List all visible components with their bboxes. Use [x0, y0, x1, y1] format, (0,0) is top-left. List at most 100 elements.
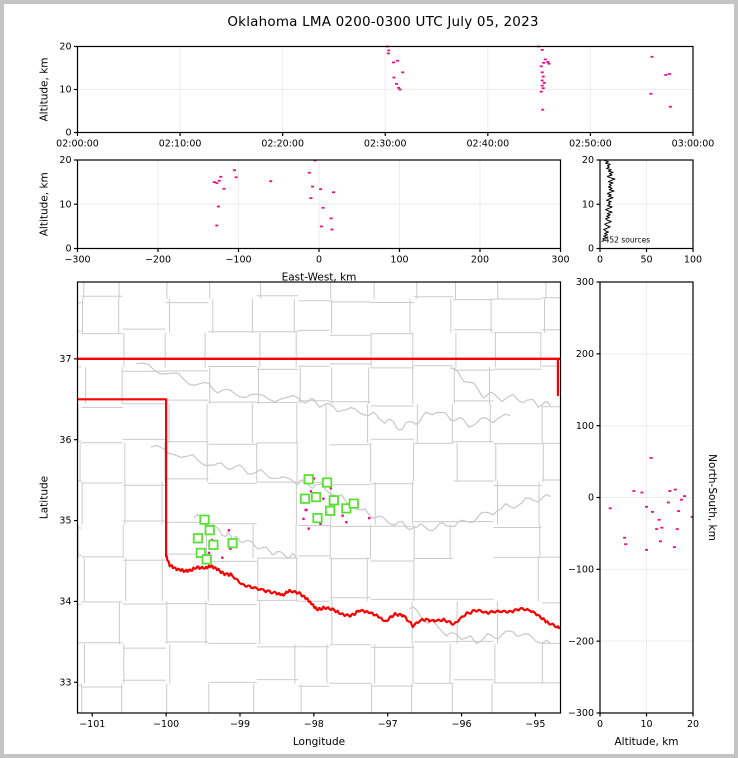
source-point — [540, 79, 544, 82]
source-point — [668, 105, 672, 108]
flash-init-square — [348, 498, 359, 509]
flash-init-square — [227, 538, 238, 549]
source-point — [542, 82, 546, 84]
x-tick-label: 02:10:00 — [159, 139, 202, 150]
source-point — [307, 527, 310, 530]
panel-time_height: 02:00:00 02:10:00 02:20:00 02:30:00 02:40:00… — [39, 42, 715, 150]
source-point — [651, 511, 654, 513]
source-point — [387, 49, 391, 52]
source-point — [302, 517, 305, 521]
source-point — [229, 547, 232, 550]
source-count-label: 452 sources — [605, 236, 651, 245]
x-tick-label: −300 — [64, 255, 90, 266]
x-axis-label-ns_height: Altitude, km — [614, 736, 678, 748]
source-point — [307, 171, 311, 174]
source-point — [664, 74, 668, 76]
source-point — [392, 76, 396, 79]
y-tick-label: 34 — [59, 597, 71, 608]
source-point — [398, 88, 402, 91]
source-point — [539, 90, 543, 93]
panel-ew_height: −300 −200 −100 0 100 200 300 0 10 20 East-West, km… — [39, 155, 570, 283]
x-tick-label: −95 — [525, 719, 545, 730]
source-point — [650, 55, 654, 58]
flash-init-markers — [192, 474, 359, 565]
source-point — [645, 505, 648, 508]
x-tick-label: 02:40:00 — [466, 139, 509, 150]
source-point — [657, 518, 661, 521]
x-tick-label: −101 — [79, 719, 105, 730]
source-point — [540, 71, 544, 74]
y-axis-label-time_height: Altitude, km — [39, 57, 51, 121]
flash-init-square — [312, 512, 323, 524]
x-tick-label: −96 — [452, 719, 472, 730]
y-tick-label: 33 — [59, 677, 71, 688]
source-point — [401, 71, 405, 74]
y-tick-label: 37 — [59, 354, 71, 365]
source-point — [322, 497, 325, 500]
source-point — [222, 187, 226, 190]
source-point — [217, 179, 221, 182]
source-point — [668, 490, 672, 492]
source-point — [392, 61, 395, 64]
source-point — [640, 491, 644, 494]
source-point — [397, 86, 401, 89]
y-tick-label: 200 — [576, 349, 594, 360]
x-tick-label: −98 — [304, 719, 324, 730]
source-point — [221, 556, 224, 559]
x-tick-label: 03:00:00 — [672, 139, 715, 150]
vhf-source-points-ew_height — [212, 159, 335, 231]
x-axis-label-ew_height: East-West, km — [282, 272, 357, 284]
y-axis-label-plan_view: Latitude — [39, 476, 51, 519]
y-tick-label: 0 — [65, 244, 71, 255]
source-point — [329, 487, 332, 490]
x-tick-label: 200 — [471, 255, 489, 266]
x-tick-label: 100 — [684, 255, 702, 266]
y-tick-label: 20 — [582, 155, 594, 166]
source-point — [329, 217, 333, 220]
source-point — [677, 510, 681, 512]
y-tick-label: 10 — [59, 199, 71, 210]
x-tick-label: −200 — [145, 255, 171, 266]
source-point — [305, 508, 308, 512]
y-tick-label: 20 — [59, 155, 71, 166]
map-geography — [77, 282, 561, 713]
x-tick-label: 0 — [597, 255, 603, 266]
source-point — [341, 514, 344, 517]
x-tick-label: 02:30:00 — [364, 139, 407, 150]
y-tick-label: 0 — [65, 128, 71, 139]
x-tick-label: 20 — [687, 719, 699, 730]
y-tick-label: 0 — [588, 493, 594, 504]
flash-init-square — [208, 539, 219, 550]
source-point — [608, 507, 612, 510]
source-point — [309, 490, 313, 493]
x-tick-label: 0 — [597, 719, 603, 730]
flash-init-square — [303, 474, 314, 485]
y-tick-label: 10 — [59, 85, 71, 96]
y-tick-label: 300 — [576, 277, 594, 288]
y-tick-label: −100 — [568, 565, 594, 576]
source-point — [645, 549, 648, 551]
source-point — [319, 225, 323, 228]
source-point — [309, 197, 313, 199]
source-point — [539, 65, 543, 68]
source-point — [632, 490, 636, 492]
y-tick-label: 35 — [59, 516, 71, 527]
source-point — [541, 87, 545, 90]
source-point — [330, 228, 334, 231]
x-tick-label: 50 — [640, 255, 652, 266]
source-point — [319, 522, 322, 525]
y-tick-label: 0 — [588, 244, 594, 255]
source-point — [675, 528, 679, 530]
panel-alt_histogram: 452 sources 0 50 100 0 10 20 — [582, 155, 702, 265]
panel-frame-plan_view — [76, 281, 562, 714]
source-point — [683, 495, 687, 497]
source-point — [660, 526, 664, 529]
x-tick-label: 02:20:00 — [261, 139, 304, 150]
source-point — [541, 108, 545, 111]
y-tick-label: −200 — [568, 636, 594, 647]
flash-init-square — [201, 554, 212, 565]
x-tick-label: 02:50:00 — [569, 139, 612, 150]
source-point — [543, 58, 547, 61]
flash-init-square — [299, 493, 311, 504]
